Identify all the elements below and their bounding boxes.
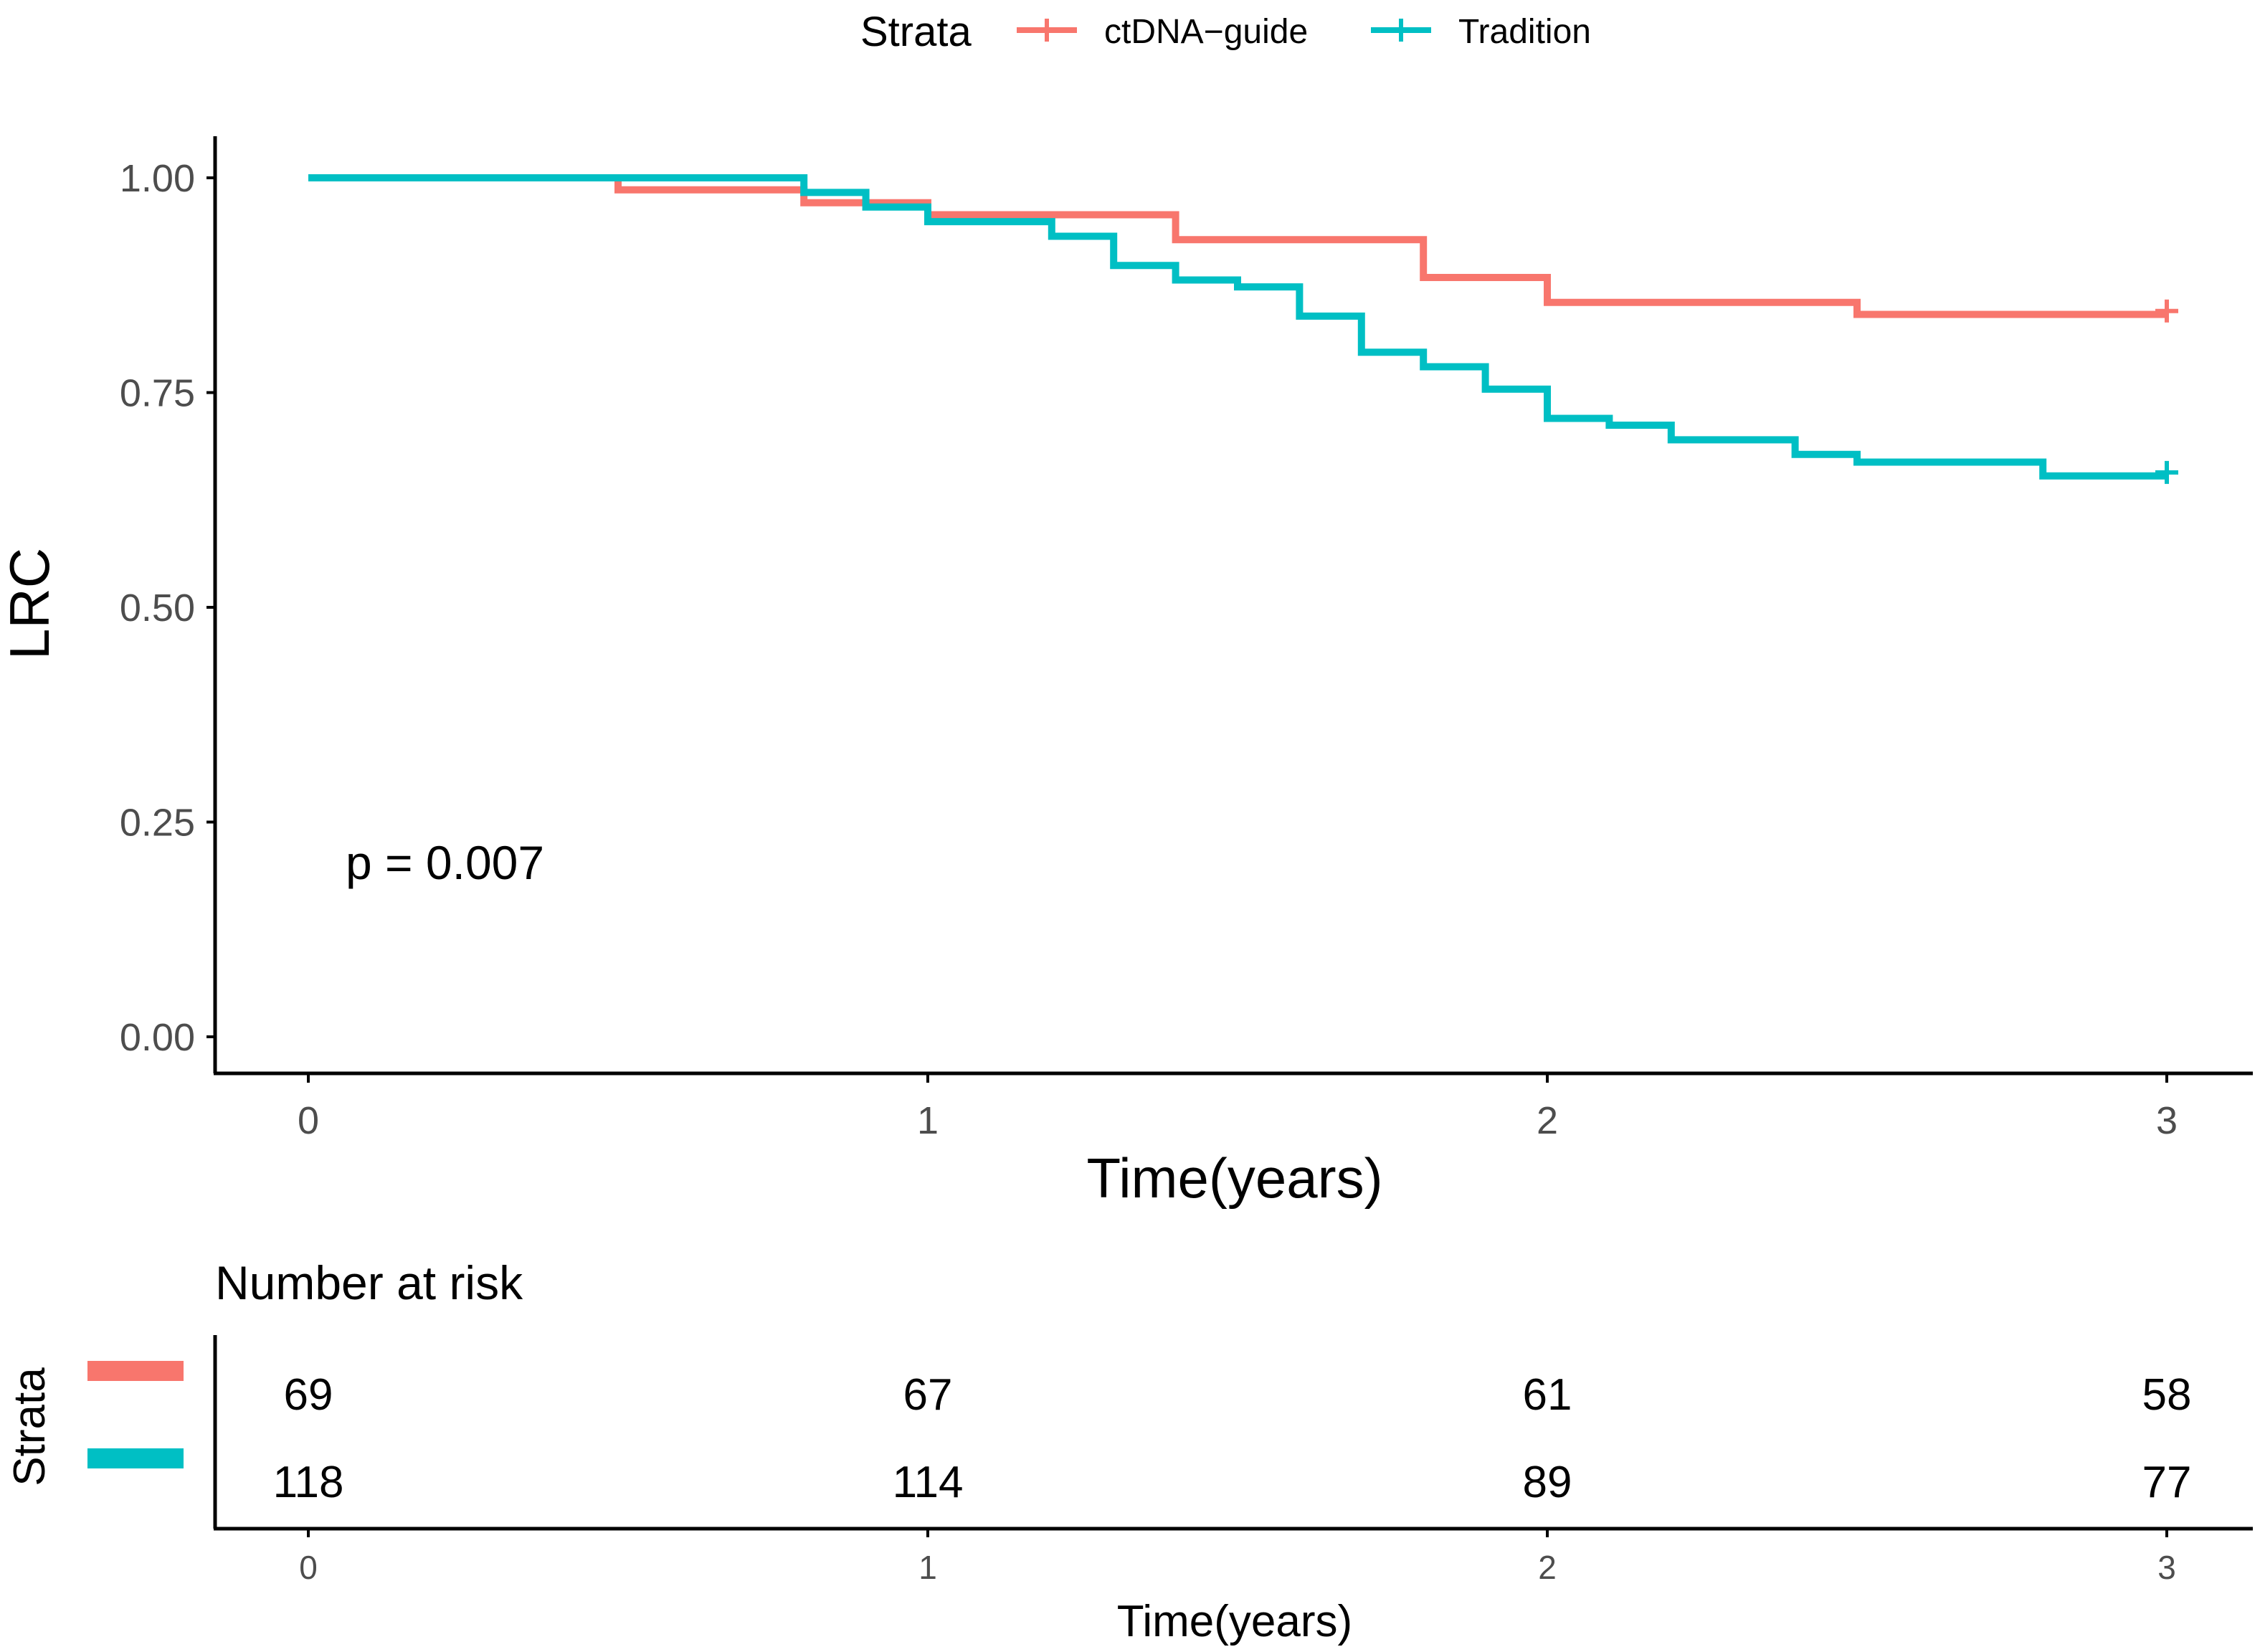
risk-table-title: Number at risk <box>215 1256 523 1309</box>
risk-table-values: 69 67 61 58 118 114 89 77 <box>273 1370 2192 1507</box>
risk-table-x-title: Time(years) <box>1117 1597 1352 1646</box>
risk-row-key-tradition <box>87 1448 184 1468</box>
legend-label-tradition: Tradition <box>1458 13 1591 51</box>
x-tick-label: 0 <box>298 1099 319 1142</box>
x-tick-label: 3 <box>2156 1099 2178 1142</box>
risk-value: 114 <box>893 1458 964 1507</box>
legend-entry-ctdna: ctDNA−guide <box>1017 13 1308 51</box>
y-tick-label: 0.50 <box>120 587 195 630</box>
risk-value: 118 <box>273 1458 344 1507</box>
y-tick-label: 1.00 <box>120 157 195 200</box>
risk-table-x-ticks: 0 1 2 3 <box>299 1529 2176 1586</box>
censor-mark <box>2155 299 2178 323</box>
legend-label-ctdna: ctDNA−guide <box>1104 13 1308 51</box>
x-tick-label: 2 <box>1537 1099 1558 1142</box>
risk-table: Number at risk Strata 69 67 61 58 118 114 89 77… <box>5 1256 2253 1646</box>
y-ticks: 0.00 0.25 0.50 0.75 1.00 <box>120 157 215 1059</box>
risk-x-tick-label: 3 <box>2157 1549 2176 1586</box>
x-ticks: 0 1 2 3 <box>298 1073 2178 1142</box>
risk-table-y-title: Strata <box>5 1367 54 1486</box>
risk-value: 69 <box>284 1370 333 1420</box>
y-axis-title: LRC <box>0 548 61 660</box>
risk-value: 61 <box>1523 1370 1572 1420</box>
km-curve-ctdna-guide <box>308 174 2167 318</box>
y-tick-label: 0.00 <box>120 1016 195 1059</box>
p-value-annotation: p = 0.007 <box>346 836 544 889</box>
risk-x-tick-label: 2 <box>1538 1549 1557 1586</box>
risk-row-key-ctdna <box>87 1361 184 1381</box>
legend: Strata ctDNA−guide Tradition <box>860 9 1591 55</box>
risk-value: 89 <box>1523 1458 1572 1507</box>
survival-curves <box>308 174 2178 484</box>
censor-mark <box>2155 460 2178 484</box>
risk-x-tick-label: 0 <box>299 1549 318 1586</box>
risk-value: 67 <box>903 1370 953 1420</box>
y-tick-label: 0.75 <box>120 372 195 415</box>
risk-value: 58 <box>2142 1370 2192 1420</box>
x-axis-title: Time(years) <box>1086 1147 1382 1210</box>
y-tick-label: 0.25 <box>120 802 195 845</box>
x-tick-label: 1 <box>917 1099 939 1142</box>
km-curve-tradition <box>308 174 2167 480</box>
risk-x-tick-label: 1 <box>918 1549 937 1586</box>
risk-value: 77 <box>2142 1458 2192 1507</box>
legend-title: Strata <box>860 9 972 55</box>
legend-entry-tradition: Tradition <box>1371 13 1591 51</box>
